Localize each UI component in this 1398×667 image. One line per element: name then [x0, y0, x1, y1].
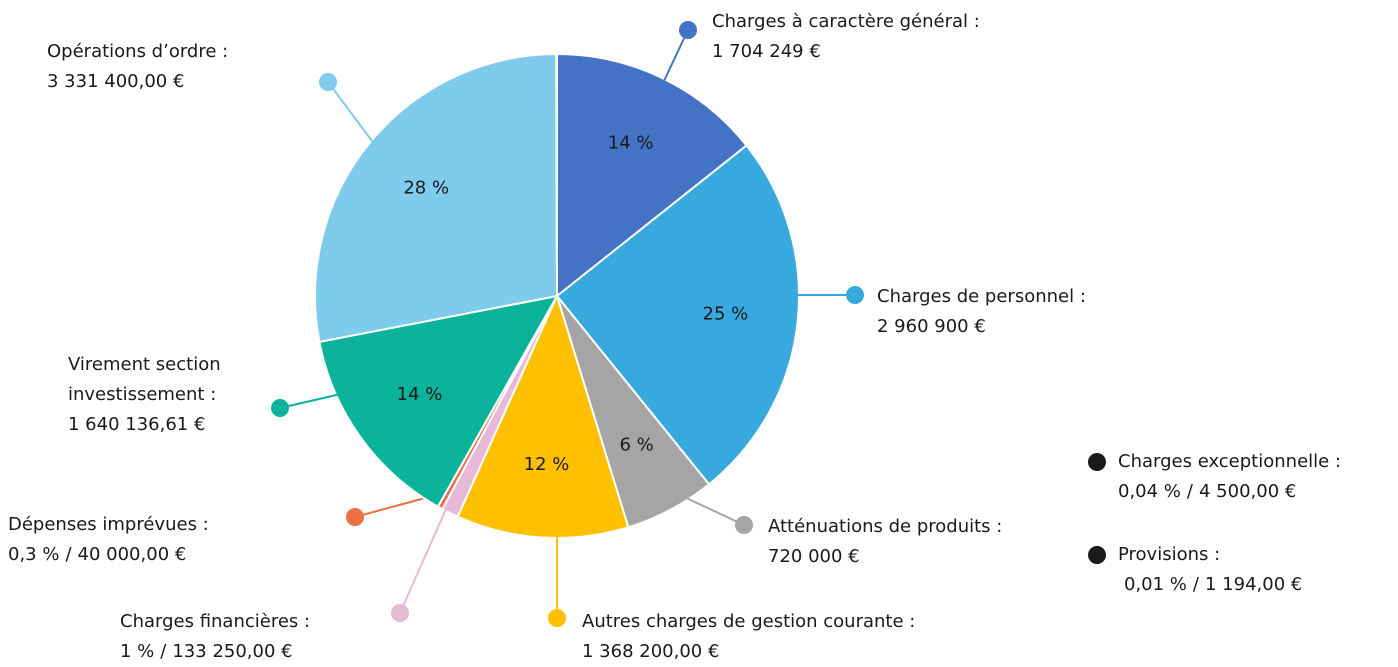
category-name: Provisions : — [1118, 540, 1302, 570]
slice-label: Charges exceptionnelle : 0,04 % / 4 500,00 … — [1118, 447, 1341, 507]
percent-label: 14 % — [608, 132, 654, 153]
value-line: 1 704 249 € — [712, 37, 980, 67]
value-label: 3 331 400,00 € — [47, 71, 184, 92]
category-name: Charges à caractère général : — [712, 7, 980, 37]
slice-label: Charges à caractère général : 1 704 249 € — [712, 7, 980, 67]
percent-label: 6 % — [619, 435, 653, 456]
percent-label: 12 % — [524, 454, 570, 475]
slice-label: Charges financières : 1 % / 133 250,00 € — [120, 607, 310, 667]
leader-dot — [1088, 453, 1106, 471]
value-line: 1 640 136,61 € — [68, 410, 258, 440]
leader-dot — [1088, 546, 1106, 564]
category-name: Opérations d’ordre : — [47, 37, 228, 67]
slice-label: Opérations d’ordre : 3 331 400,00 € — [47, 37, 228, 97]
percent-label: 14 % — [397, 384, 443, 405]
percent-label: 0,3 % — [8, 544, 59, 565]
value-label: 4 500,00 € — [1199, 481, 1296, 502]
category-name: Charges exceptionnelle : — [1118, 447, 1341, 477]
leader-dot — [548, 609, 566, 627]
slice-label: Autres charges de gestion courante : 1 36… — [582, 607, 915, 667]
value-label: 1 640 136,61 € — [68, 414, 205, 435]
value-line: 0,3 % / 40 000,00 € — [8, 540, 209, 570]
separator: / — [65, 544, 71, 565]
leader-dot — [346, 508, 364, 526]
leader-dot — [846, 286, 864, 304]
leader-dot — [735, 516, 753, 534]
category-name: Charges de personnel : — [877, 282, 1086, 312]
leader-dot — [319, 73, 337, 91]
percent-label: 1 % — [120, 641, 154, 662]
value-line: 3 331 400,00 € — [47, 67, 228, 97]
percent-label: 0,01 % — [1124, 574, 1187, 595]
category-name: Dépenses imprévues : — [8, 510, 209, 540]
value-label: 1 194,00 € — [1205, 574, 1302, 595]
separator: / — [160, 641, 166, 662]
value-label: 1 368 200,00 € — [582, 641, 719, 662]
value-label: 40 000,00 € — [78, 544, 187, 565]
value-line: 0,04 % / 4 500,00 € — [1118, 477, 1341, 507]
value-label: 1 704 249 € — [712, 41, 821, 62]
leader-line — [400, 500, 450, 613]
value-line: 0,01 % / 1 194,00 € — [1118, 570, 1302, 600]
value-label: 720 000 € — [768, 546, 860, 567]
slice-label: Provisions : 0,01 % / 1 194,00 € — [1118, 540, 1302, 600]
separator: / — [1193, 574, 1199, 595]
value-label: 133 250,00 € — [172, 641, 292, 662]
slice-label: Dépenses imprévues : 0,3 % / 40 000,00 € — [8, 510, 209, 570]
category-name: Atténuations de produits : — [768, 512, 1002, 542]
value-line: 720 000 € — [768, 542, 1002, 572]
value-line: 1 % / 133 250,00 € — [120, 637, 310, 667]
category-name: Virement section investissement : — [68, 350, 258, 410]
category-name: Autres charges de gestion courante : — [582, 607, 915, 637]
slice-label: Charges de personnel : 2 960 900 € — [877, 282, 1086, 342]
leader-line — [328, 82, 375, 145]
percent-label: 0,04 % — [1118, 481, 1181, 502]
leader-dot — [391, 604, 409, 622]
value-line: 2 960 900 € — [877, 312, 1086, 342]
category-name: Charges financières : — [120, 607, 310, 637]
leader-dot — [679, 21, 697, 39]
slice-label: Atténuations de produits : 720 000 € — [768, 512, 1002, 572]
separator: / — [1187, 481, 1193, 502]
value-line: 1 368 200,00 € — [582, 637, 915, 667]
leader-dot — [271, 399, 289, 417]
slice-label: Virement section investissement : 1 640 1… — [68, 350, 258, 440]
leader-line — [680, 495, 744, 525]
percent-label: 25 % — [703, 304, 749, 325]
value-label: 2 960 900 € — [877, 316, 986, 337]
percent-label: 28 % — [403, 177, 449, 198]
